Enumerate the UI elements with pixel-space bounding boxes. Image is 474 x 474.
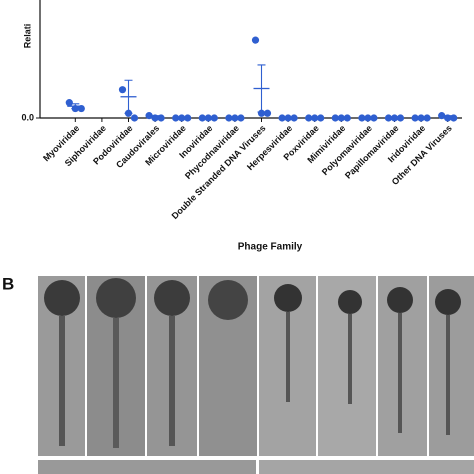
data-point xyxy=(130,114,139,122)
phage-tail xyxy=(113,318,119,448)
data-point xyxy=(118,86,127,94)
micrographs xyxy=(38,276,474,474)
phage-tail xyxy=(286,312,290,402)
x-axis-title: Phage Family xyxy=(238,242,303,253)
phage-tail xyxy=(348,314,352,404)
y-axis-title: Relati xyxy=(22,24,32,49)
data-point xyxy=(65,99,73,107)
phage-head xyxy=(274,284,302,312)
phage-head xyxy=(387,287,413,313)
phage-head xyxy=(435,289,461,315)
phage-tail xyxy=(59,316,65,446)
phage-head xyxy=(208,280,248,320)
error-bar xyxy=(443,115,452,119)
data-point xyxy=(257,109,266,117)
phage-head xyxy=(154,280,190,316)
phage-tail xyxy=(446,315,450,435)
data-point xyxy=(263,109,272,117)
panel-label: B xyxy=(2,274,14,293)
micrograph xyxy=(38,460,256,474)
micrograph xyxy=(259,460,474,474)
phage-head xyxy=(96,278,136,318)
error-bar xyxy=(151,115,160,119)
phage-head xyxy=(338,290,362,314)
error-bar xyxy=(257,64,266,113)
phage-tail xyxy=(169,316,175,446)
phage-head xyxy=(44,280,80,316)
data-point xyxy=(251,36,260,44)
y-tick-label: 0.0 xyxy=(21,112,34,122)
error-bar xyxy=(124,79,133,114)
error-bar xyxy=(71,103,80,110)
phage-tail xyxy=(398,313,402,433)
